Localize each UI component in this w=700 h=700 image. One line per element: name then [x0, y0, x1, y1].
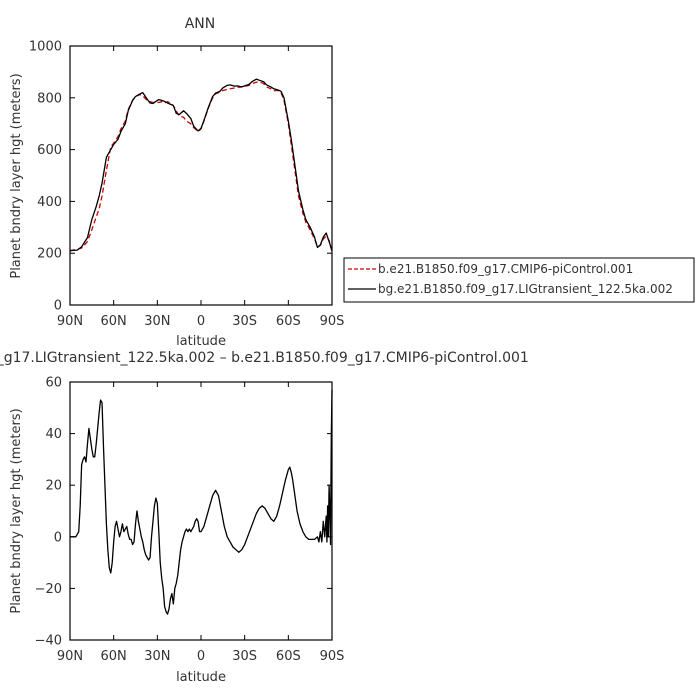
bottom-y-axis-label: Planet bndry layer hgt (meters)	[9, 408, 24, 613]
bottom-chart-title: bg.e21.B1850.f09_g17.LIGtransient_122.5k…	[0, 350, 529, 366]
top-series-line-1	[69, 78, 333, 252]
top-x-tick-label: 90N	[57, 314, 83, 329]
legend: b.e21.B1850.f09_g17.CMIP6-piControl.001 …	[343, 257, 695, 303]
top-x-tick-label: 30N	[144, 314, 170, 329]
bottom-y-tick-label: 40	[45, 427, 62, 442]
top-x-tick-label: 0	[197, 314, 205, 329]
top-y-tick-label: 1000	[29, 40, 62, 55]
top-x-axis-label: latitude	[176, 334, 226, 349]
bottom-x-tick-label: 60S	[276, 649, 301, 664]
bottom-x-tick-label: 90N	[57, 649, 83, 664]
bottom-x-axis-label: latitude	[176, 670, 226, 685]
top-chart-title: ANN	[185, 16, 216, 32]
bottom-panel: bg.e21.B1850.f09_g17.LIGtransient_122.5k…	[0, 350, 529, 685]
bottom-y-tick-label: 0	[54, 530, 62, 545]
top-x-tick-label: 90S	[320, 314, 345, 329]
bottom-x-tick-label: 0	[197, 649, 205, 664]
top-x-tick-label: 60N	[101, 314, 127, 329]
top-series-line-0	[69, 81, 333, 253]
bottom-series-group	[70, 389, 333, 615]
top-x-tick-label: 30S	[232, 314, 257, 329]
bottom-y-tick-label: −20	[35, 582, 62, 597]
bottom-x-tick-label: 60N	[101, 649, 127, 664]
bottom-y-tick-label: −40	[35, 634, 62, 649]
top-panel: ANN 90N 60N 30N 0 30S 60S 90S 0 200 400 600 800 1000…	[9, 16, 344, 349]
top-series-group	[69, 78, 333, 253]
top-y-tick-label: 600	[37, 143, 62, 158]
legend-label-control: b.e21.B1850.f09_g17.CMIP6-piControl.001	[378, 262, 633, 276]
top-axis-ticks: 90N 60N 30N 0 30S 60S 90S 0 200 400 600 800 1000	[29, 40, 344, 330]
top-y-tick-label: 0	[54, 299, 62, 314]
top-y-axis-label: Planet bndry layer hgt (meters)	[9, 73, 24, 278]
bottom-y-tick-label: 20	[45, 479, 62, 494]
top-x-tick-label: 60S	[276, 314, 301, 329]
legend-box	[343, 257, 695, 303]
top-y-tick-label: 400	[37, 195, 62, 210]
bottom-plot-frame	[69, 381, 333, 641]
bottom-x-tick-label: 90S	[320, 649, 345, 664]
bottom-axis-ticks: 90N 60N 30N 0 30S 60S 90S −40 −20 0 20 40 60	[35, 376, 345, 665]
top-y-tick-label: 800	[37, 91, 62, 106]
bottom-x-tick-label: 30S	[232, 649, 257, 664]
legend-label-ligtransient: bg.e21.B1850.f09_g17.LIGtransient_122.5k…	[378, 282, 673, 296]
bottom-x-tick-label: 30N	[144, 649, 170, 664]
top-plot-frame	[69, 45, 333, 306]
top-y-tick-label: 200	[37, 247, 62, 262]
bottom-series-line-0	[70, 389, 333, 615]
bottom-y-tick-label: 60	[45, 376, 62, 391]
